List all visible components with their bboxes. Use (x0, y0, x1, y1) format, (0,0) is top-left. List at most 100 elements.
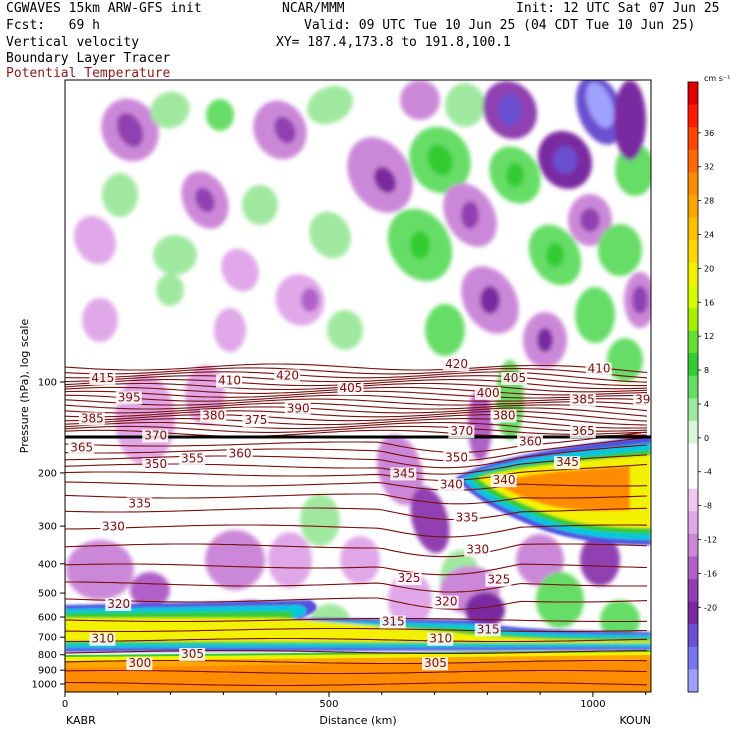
colorbar-swatch (688, 511, 698, 535)
contour-label-background (179, 647, 206, 661)
contour-label: 380 (202, 408, 225, 422)
isentrope-line (65, 493, 648, 505)
contour-label: 390 (635, 393, 658, 407)
colorbar-swatch (688, 127, 698, 151)
isentrope-line (65, 637, 648, 643)
init-time: Init: 12 UTC Sat 07 Jun 25 (516, 1, 720, 16)
colorbar-swatch (688, 172, 698, 196)
contour-label: 305 (181, 647, 204, 661)
contour-label: 390 (287, 401, 310, 415)
colorbar-swatch (688, 646, 698, 670)
isentrope-line (65, 524, 648, 538)
x-tick-label: 1000 (580, 699, 605, 710)
colorbar-tick-label: 4 (704, 400, 709, 409)
isentrope-line (65, 371, 648, 383)
contour-label-background (274, 369, 301, 383)
isentrope-line (65, 543, 648, 558)
field-potential-temperature: Potential Temperature (6, 66, 171, 81)
contour-label: 385 (81, 411, 104, 425)
field-vertical-velocity: Vertical velocity (6, 35, 140, 50)
contour-label-background (68, 441, 95, 455)
y-tick-label: 1000 (32, 680, 57, 691)
colorbar-swatch (688, 556, 698, 580)
colorbar-tick-label: 36 (704, 129, 714, 138)
contour-label: 400 (477, 386, 500, 400)
contour-label: 420 (445, 357, 468, 371)
contour-label: 365 (572, 424, 595, 438)
boundary-layer-tracer-middle (65, 600, 651, 652)
contour-label-background (464, 543, 491, 557)
contour-label: 360 (519, 434, 542, 448)
contour-label-background (142, 458, 169, 472)
x-tick-label: 500 (319, 699, 338, 710)
colorbar-tick-label: -8 (704, 502, 712, 511)
contour-label: 370 (450, 424, 473, 438)
contour-label: 320 (435, 595, 458, 609)
colorbar-swatch (688, 353, 698, 377)
contour-label-background (432, 595, 459, 609)
plot-frame (64, 79, 652, 693)
isentrope-line (65, 398, 648, 406)
isentrope-line (65, 418, 648, 429)
colorbar-tick-label: -4 (704, 468, 712, 477)
contour-label-background (105, 597, 132, 611)
contour-label-background (633, 393, 651, 407)
contour-label-background (395, 572, 422, 586)
organization-label: NCAR/MMM (282, 1, 345, 16)
colorbar-swatch (688, 307, 698, 332)
isentrope-line (65, 437, 648, 462)
colorbar-tick-label: -16 (704, 569, 717, 578)
colorbar-swatch (688, 488, 698, 512)
contour-label: 410 (218, 374, 241, 388)
cross-section-endpoints: XY= 187.4,173.8 to 191.8,100.1 (276, 35, 511, 50)
isentrope-line (65, 431, 648, 453)
contour-label-background (443, 451, 470, 465)
contour-label-background (501, 372, 528, 385)
contour-label-background (78, 412, 105, 426)
contour-label: 395 (118, 390, 141, 404)
colorbar-tick-label: 28 (704, 197, 714, 206)
contour-label-background (142, 429, 169, 443)
contour-label: 365 (70, 441, 93, 455)
contour-label-background (242, 414, 269, 428)
y-tick-label: 400 (38, 559, 57, 570)
contour-label: 305 (424, 656, 447, 670)
contour-label: 415 (91, 371, 114, 385)
colorbar-swatch (688, 194, 698, 219)
contour-label: 315 (477, 622, 500, 636)
isentrope-line (65, 669, 648, 675)
colorbar-tick-label: -12 (704, 536, 717, 545)
contour-label-background (453, 511, 480, 525)
right-endpoint-label: KOUN (619, 714, 651, 727)
contour-label: 410 (588, 361, 611, 375)
model-title: CGWAVES 15km ARW-GFS init (6, 1, 202, 16)
colorbar-tick-label: 0 (704, 434, 709, 443)
colorbar-swatch (688, 443, 698, 467)
contour-label: 420 (276, 368, 299, 382)
contour-label: 360 (229, 447, 252, 461)
contour-label-background (89, 372, 116, 385)
x-axis-title: Distance (km) (319, 714, 396, 727)
colorbar-swatch (688, 262, 698, 286)
y-tick-label: 500 (38, 589, 57, 600)
contour-label: 320 (107, 597, 130, 611)
x-tick-label: 0 (62, 699, 68, 710)
colorbar-tick-label: 16 (704, 298, 714, 307)
contour-label-background (126, 657, 153, 671)
y-axis: 100 200 300 400 500 600 700 800 900 1000 (32, 378, 65, 691)
left-endpoint-label: KABR (66, 714, 96, 727)
colorbar-swatch (688, 217, 698, 241)
contour-label: 385 (572, 393, 595, 407)
contour-label-background (337, 382, 364, 396)
contour-label-background (474, 386, 501, 400)
contour-label-background (490, 409, 517, 423)
contour-label-background (585, 362, 612, 376)
colorbar-frame (687, 81, 699, 693)
contour-label-background (284, 402, 311, 416)
contour-label-background (179, 452, 206, 466)
vertical-velocity-shading (74, 80, 651, 382)
isentrope-line (65, 627, 648, 633)
contour-label-background (490, 474, 517, 488)
isentrope-line (65, 444, 648, 469)
